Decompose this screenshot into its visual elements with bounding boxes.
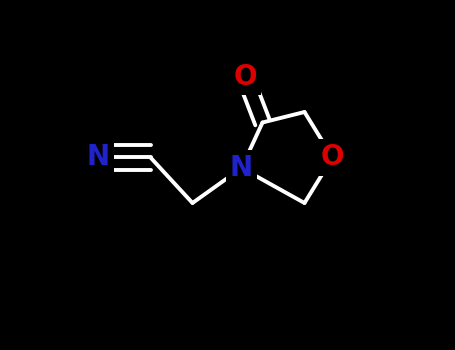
Text: N: N [230, 154, 253, 182]
Text: O: O [233, 63, 257, 91]
Text: O: O [321, 144, 344, 172]
Text: N: N [86, 144, 110, 172]
